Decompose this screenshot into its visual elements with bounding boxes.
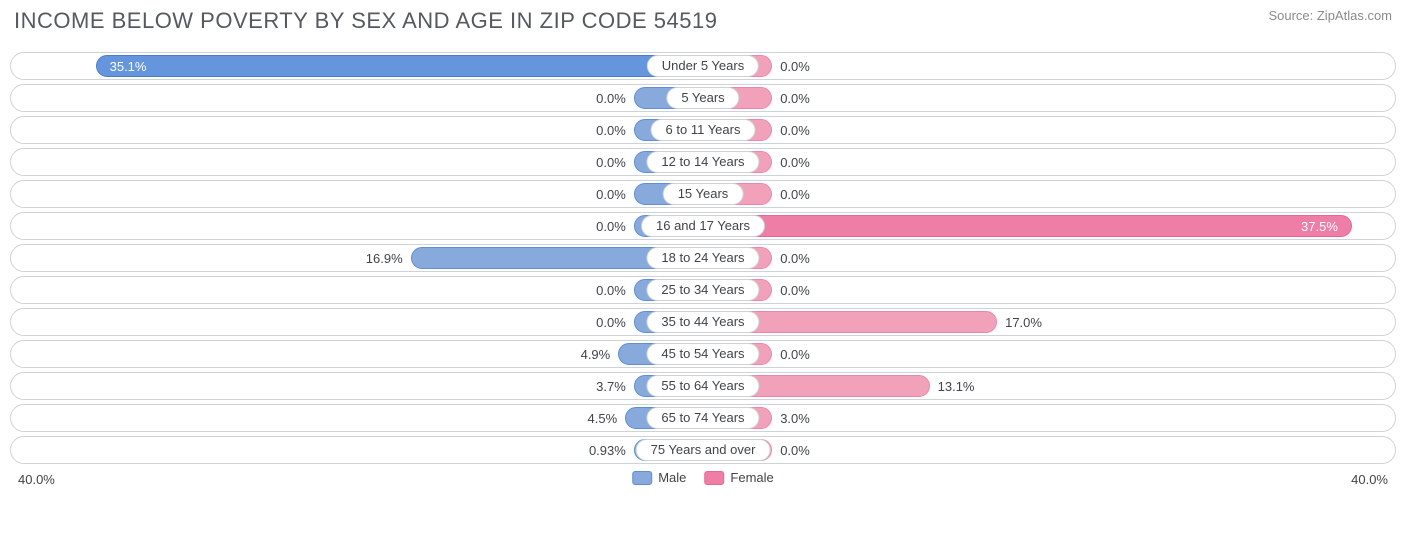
female-value-label: 37.5% [1301,213,1338,241]
female-value-label: 0.0% [772,341,810,369]
chart-footer: 40.0% Male Female 40.0% [10,470,1396,494]
category-label: 12 to 14 Years [646,151,759,173]
female-value-label: 0.0% [772,53,810,81]
female-value-label: 0.0% [772,277,810,305]
chart-row: 55 to 64 Years 3.7% 13.1% [10,372,1396,400]
chart-row: Under 5 Years 35.1% 0.0% [10,52,1396,80]
male-value-label: 4.5% [588,405,626,433]
chart-legend: Male Female [632,470,774,485]
legend-item: Male [632,470,686,485]
chart-container: INCOME BELOW POVERTY BY SEX AND AGE IN Z… [0,0,1406,498]
chart-row: 15 Years 0.0% 0.0% [10,180,1396,208]
chart-row: 35 to 44 Years 0.0% 17.0% [10,308,1396,336]
category-label: 18 to 24 Years [646,247,759,269]
category-label: 25 to 34 Years [646,279,759,301]
chart-title: INCOME BELOW POVERTY BY SEX AND AGE IN Z… [14,8,717,34]
chart-row: 6 to 11 Years 0.0% 0.0% [10,116,1396,144]
category-label: Under 5 Years [647,55,759,77]
male-value-label: 0.0% [596,117,634,145]
male-value-label: 0.93% [589,437,634,465]
axis-label-right: 40.0% [1351,472,1388,487]
male-value-label: 16.9% [366,245,411,273]
female-bar [703,215,1352,237]
male-value-label: 0.0% [596,213,634,241]
male-value-label: 0.0% [596,85,634,113]
chart-row: 12 to 14 Years 0.0% 0.0% [10,148,1396,176]
male-value-label: 0.0% [596,277,634,305]
legend-swatch [704,471,724,485]
category-label: 15 Years [663,183,744,205]
female-value-label: 17.0% [997,309,1042,337]
chart-header: INCOME BELOW POVERTY BY SEX AND AGE IN Z… [10,8,1396,34]
category-label: 6 to 11 Years [651,119,756,141]
axis-label-left: 40.0% [18,472,55,487]
male-value-label: 4.9% [581,341,619,369]
legend-label: Male [658,470,686,485]
category-label: 45 to 54 Years [646,343,759,365]
chart-row: 75 Years and over0.93% 0.0% [10,436,1396,464]
male-value-label: 0.0% [596,309,634,337]
legend-swatch [632,471,652,485]
male-value-label: 0.0% [596,181,634,209]
category-label: 5 Years [666,87,739,109]
legend-label: Female [730,470,773,485]
category-label: 16 and 17 Years [641,215,765,237]
chart-rows: Under 5 Years35.1%0.0%5 Years0.0%0.0%6 t… [10,52,1396,464]
legend-item: Female [704,470,773,485]
chart-row: 45 to 54 Years 4.9% 0.0% [10,340,1396,368]
chart-row: 16 and 17 Years 0.0% 37.5% [10,212,1396,240]
male-value-label: 35.1% [110,53,147,81]
chart-row: 65 to 74 Years 4.5% 3.0% [10,404,1396,432]
chart-row: 18 to 24 Years 16.9% 0.0% [10,244,1396,272]
category-label: 65 to 74 Years [646,407,759,429]
chart-row: 25 to 34 Years 0.0% 0.0% [10,276,1396,304]
male-value-label: 3.7% [596,373,634,401]
female-value-label: 0.0% [772,437,810,465]
male-bar [96,55,703,77]
female-value-label: 0.0% [772,181,810,209]
category-label: 35 to 44 Years [646,311,759,333]
category-label: 75 Years and over [636,439,771,461]
category-label: 55 to 64 Years [646,375,759,397]
female-value-label: 0.0% [772,149,810,177]
female-value-label: 0.0% [772,245,810,273]
male-value-label: 0.0% [596,149,634,177]
chart-row: 5 Years 0.0% 0.0% [10,84,1396,112]
female-value-label: 3.0% [772,405,810,433]
female-value-label: 0.0% [772,117,810,145]
chart-source: Source: ZipAtlas.com [1268,8,1392,23]
female-value-label: 0.0% [772,85,810,113]
female-value-label: 13.1% [930,373,975,401]
